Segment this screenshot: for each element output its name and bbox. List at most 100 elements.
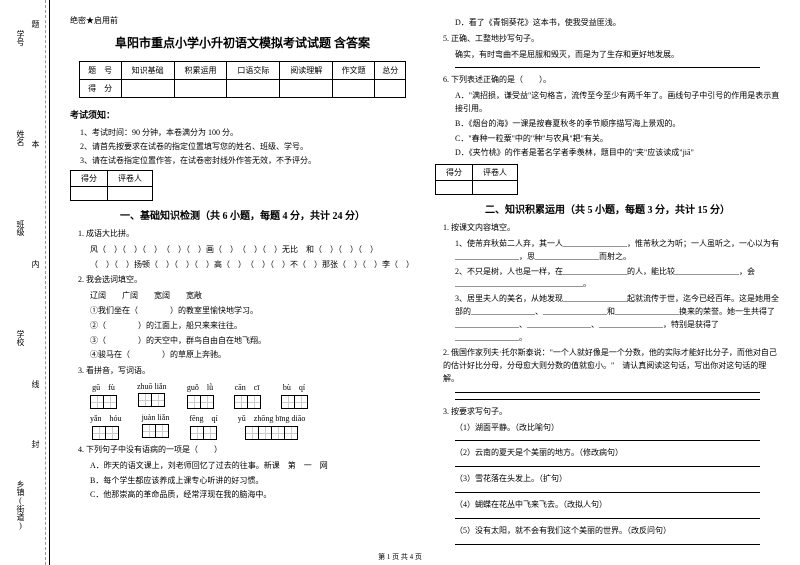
option: D．《夹竹桃》的作者是著名学者季羡林，题目中的"夹"应该读成"jiā" [455,147,780,160]
section-title: 一、基础知识检测（共 6 小题，每题 4 分，共计 24 分） [70,207,415,222]
margin-mark: 题 [30,20,41,28]
cell [375,80,406,98]
notice-item: 3、请在试卷指定位置作答，在试卷密封线外作答无效，不予评分。 [80,155,415,166]
margin-label: 班级 [15,220,26,236]
question-text: 确实，有时弯曲不是屈服和毁灭，而是为了生存和更好地发展。 [455,49,780,62]
cell [333,80,375,98]
right-column: D．看了《青铜葵花》这本书，使我受益匪浅。 5. 正确、工整地抄写句子。 确实，… [425,15,790,555]
question: 3. 看拼音，写词语。 [78,365,415,378]
option: C．"春种一粒粟"中的"种"与农具"耙"有关。 [455,133,780,146]
margin-label: 学校 [15,330,26,346]
cell: 阅读理解 [280,62,333,80]
char-cell [294,395,308,409]
option: A．昨天的语文课上，刘老师回忆了过去的往事。新课 第 一 网 [90,460,415,473]
cell: 作文题 [333,62,375,80]
notice-item: 1、考试时间：90 分钟，本卷满分为 100 分。 [80,127,415,138]
question: 3. 按要求写句子。 [443,406,780,419]
option: B．每个学生都应该养成上课专心听讲的好习惯。 [90,475,415,488]
cell [280,80,333,98]
answer-line [455,544,760,545]
table-row: 得 分 [79,80,406,98]
option: D．看了《青铜葵花》这本书，使我受益匪浅。 [455,17,780,30]
question: 6. 下列表述正确的是（ ）。 [443,74,780,87]
margin-mark: 线 [30,380,41,388]
char-cell [234,395,248,409]
char-grid [90,395,117,409]
score-table: 题 号 知识基础 积累运用 口语交际 阅读理解 作文题 总分 得 分 [79,61,407,98]
pinyin-text: yǔ zhōng bīng diāo [238,413,306,424]
cell: 总分 [375,62,406,80]
char-cell [142,424,156,438]
pinyin-text: cān cī [235,382,260,393]
question: 2. 我会选词填空。 [78,274,415,287]
cell [227,80,280,98]
pinyin-text: guǒ lǜ [187,382,213,393]
question-item: 1、使芾弃秋茹二人弃，其一人________________，惟芾秋之为听；一人… [455,238,780,264]
pinyin-item: bù qí [281,382,308,409]
option: A．"满招损，谦受益"这句格言，流传至今至少有两千年了。画线句子中引号的作用是表… [455,90,780,116]
question-item: 3、居里夫人的美名，从她发现________________起就流传于世，迄今已… [455,293,780,344]
char-cell [200,395,214,409]
question-item: ③（ ）的天空中，群鸟自由自在地飞翔。 [90,335,415,348]
notice-heading: 考试须知： [70,108,415,121]
margin-label: 乡镇(街道) [15,480,26,530]
question-item: （3）雪花落在头发上。（扩句） [455,473,780,486]
pinyin-text: fēng qí [189,413,217,424]
option: C．他那崇高的革命品质，经常浮现在我的脑海中。 [90,489,415,502]
answer-line [455,399,760,400]
answer-line [455,392,760,393]
cell: 口语交际 [227,62,280,80]
confidential-mark: 绝密★启用前 [70,15,415,26]
pinyin-item: juàn liǎn [142,413,170,440]
cell [174,80,227,98]
question-item: ①我们坐在（ ）的教室里愉快地学习。 [90,305,415,318]
question: 4. 下列句子中没有语病的一项是（ ） [78,444,415,457]
cell: 得分 [436,165,473,181]
pinyin-item: yǔ zhōng bīng diāo [238,413,306,440]
pinyin-item: cān cī [234,382,261,409]
char-grid [234,395,261,409]
question-item: ②（ ）的江面上，船只来来往往。 [90,320,415,333]
question: 2. 俄国作家列夫·托尔斯泰说："一个人就好像是一个分数，他的实际才能好比分子，… [443,347,780,385]
pinyin-item: fēng qí [189,413,217,440]
pinyin-item: gū fù [90,382,117,409]
cell: 知识基础 [121,62,174,80]
pinyin-text: gū fù [92,382,115,393]
question-item: （4）蝴蝶在花丛中飞来飞去。（改拟人句） [455,499,780,512]
dotted-line [45,0,46,565]
char-cell [247,395,261,409]
char-cell [151,393,165,407]
pinyin-item: zhuō liǎn [137,382,167,409]
answer-line [455,67,760,68]
char-grid [245,426,298,440]
score-mini-table: 得分评卷人 [70,170,153,201]
char-cell [155,424,169,438]
char-cell [271,426,285,440]
left-column: 绝密★启用前 阜阳市重点小学小升初语文模拟考试试题 含答案 题 号 知识基础 积… [60,15,425,555]
margin-mark: 封 [30,440,41,448]
pinyin-text: juàn liǎn [142,413,170,422]
answer-line [455,518,760,519]
cell: 评卷人 [473,165,518,181]
question-item: （2）云南的夏天是个美丽的地方。（修改病句） [455,447,780,460]
char-grid [142,424,169,438]
char-cell [103,395,117,409]
question-item: （1）湖面平静。（改比喻句） [455,422,780,435]
question-item: （5）没有太阳，就不会有我们这个美丽的世界。（改反问句） [455,525,780,538]
char-cell [105,426,119,440]
char-grid [92,426,119,440]
char-cell [245,426,259,440]
cell [473,181,518,195]
score-mini-table: 得分评卷人 [435,164,518,195]
char-grid [190,426,217,440]
cell: 评卷人 [108,171,153,187]
notice-item: 2、请首先按要求在试卷的指定位置填写您的姓名、班级、学号。 [80,141,415,152]
question-line: 风（ ）（ ）（ ） （ ）（ ）画（ ） （ ）（ ）无比 和（ ）（ ）（ … [90,244,415,257]
char-cell [138,393,152,407]
char-cell [187,395,201,409]
pinyin-text: yǎn hóu [90,413,122,424]
answer-line [455,466,760,467]
question-item: ④骏马在（ ）的草原上奔驰。 [90,349,415,362]
char-cell [92,426,106,440]
char-cell [203,426,217,440]
